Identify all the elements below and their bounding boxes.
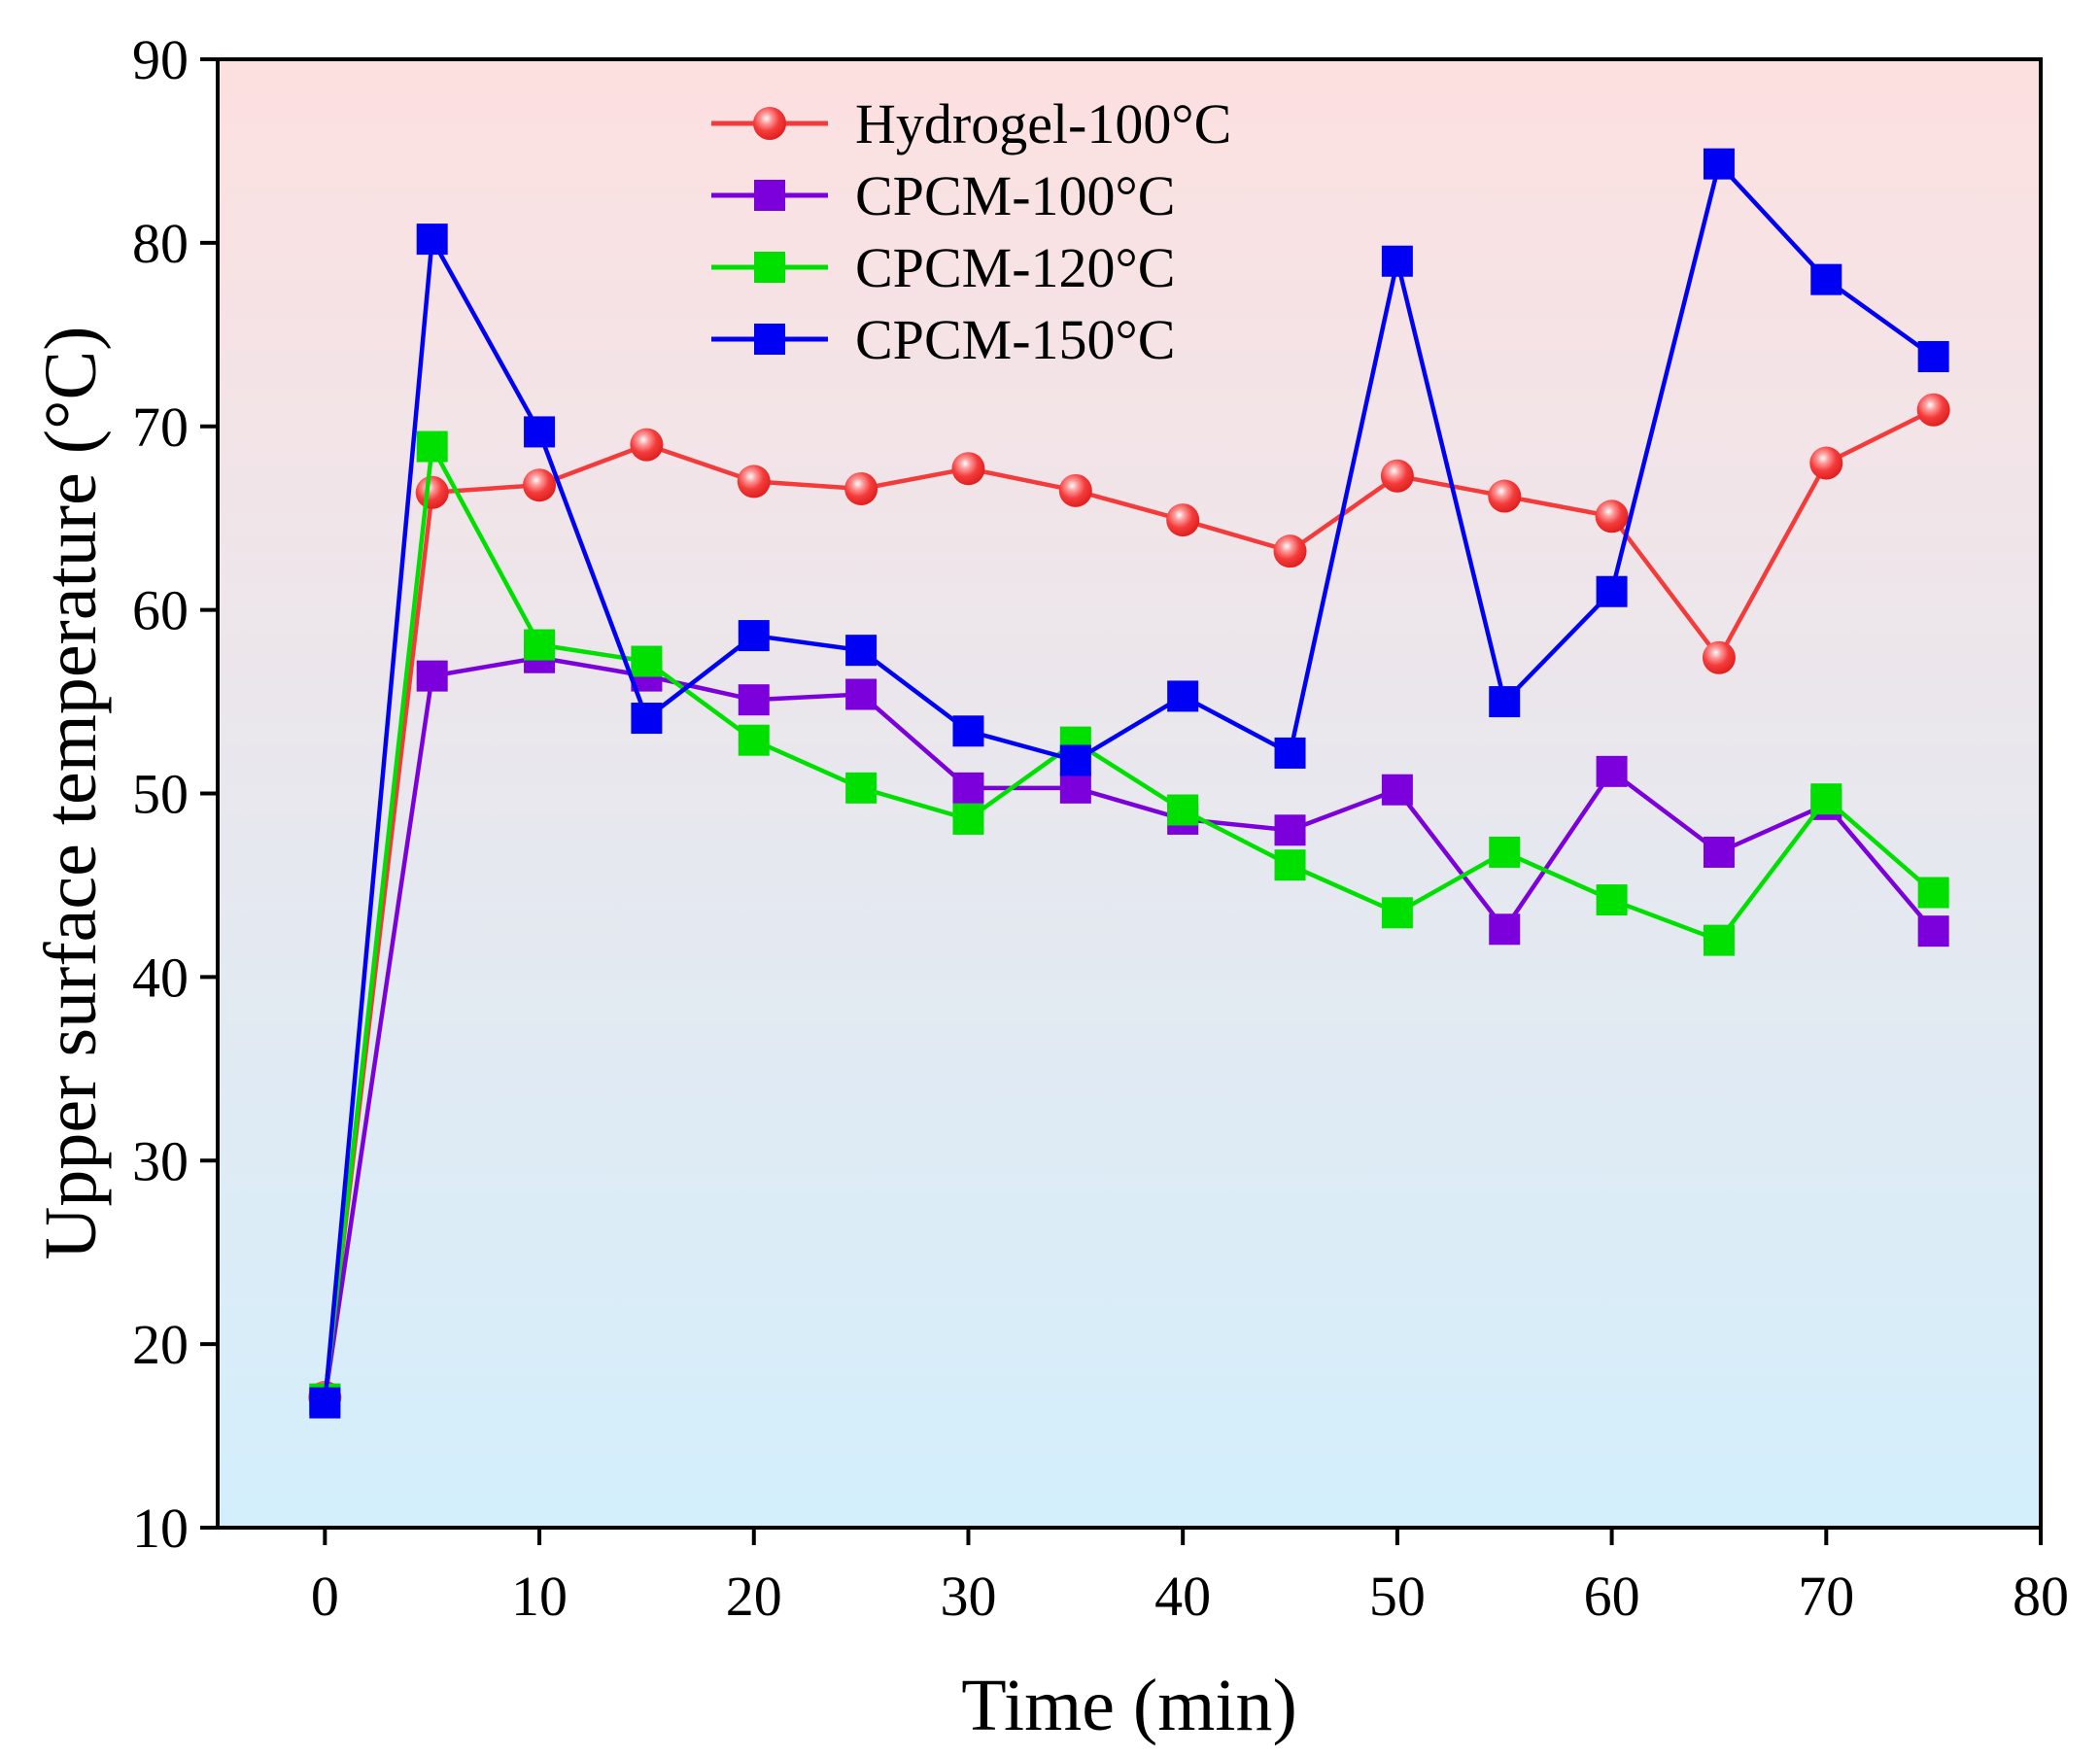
data-point bbox=[1274, 849, 1306, 881]
legend-label: Hydrogel-100°C bbox=[855, 92, 1231, 155]
y-tick-label: 20 bbox=[132, 1313, 189, 1376]
data-point bbox=[1166, 503, 1200, 537]
data-point bbox=[630, 428, 664, 462]
data-point bbox=[1703, 836, 1735, 868]
data-point bbox=[1488, 479, 1522, 513]
legend-item: CPCM-100°C bbox=[711, 164, 1175, 227]
series-line bbox=[323, 655, 1936, 1400]
series-line bbox=[323, 159, 1935, 1403]
y-tick-label: 90 bbox=[132, 28, 189, 91]
legend-marker bbox=[754, 180, 785, 211]
plot-background bbox=[218, 59, 2041, 1528]
data-point bbox=[416, 660, 448, 692]
data-point bbox=[415, 475, 449, 509]
data-point bbox=[1810, 783, 1842, 815]
y-tick-label: 10 bbox=[132, 1497, 189, 1560]
x-tick-label: 30 bbox=[940, 1565, 996, 1628]
data-point bbox=[1167, 680, 1199, 712]
x-axis-label: Time (min) bbox=[961, 1665, 1297, 1746]
data-point bbox=[524, 629, 556, 661]
data-point bbox=[1595, 500, 1629, 534]
data-point bbox=[737, 465, 771, 499]
data-point bbox=[1381, 774, 1413, 806]
data-point bbox=[1489, 836, 1521, 868]
y-tick-label: 40 bbox=[132, 946, 189, 1009]
data-point bbox=[523, 468, 557, 502]
legend-label: CPCM-100°C bbox=[855, 164, 1175, 227]
data-point bbox=[1916, 393, 1950, 427]
data-point bbox=[1274, 814, 1306, 846]
x-tick-label: 70 bbox=[1798, 1565, 1854, 1628]
data-point bbox=[631, 645, 663, 677]
x-tick-label: 50 bbox=[1369, 1565, 1426, 1628]
y-tick-label: 50 bbox=[132, 763, 189, 826]
data-point bbox=[1059, 744, 1091, 776]
x-tick-label: 0 bbox=[311, 1565, 339, 1628]
data-point bbox=[1381, 897, 1413, 929]
series-line bbox=[323, 407, 1935, 1398]
data-point bbox=[952, 772, 984, 804]
legend-item: CPCM-120°C bbox=[711, 236, 1175, 299]
data-point bbox=[1489, 686, 1521, 718]
x-tick-label: 10 bbox=[511, 1565, 568, 1628]
data-point bbox=[1059, 772, 1091, 804]
data-point bbox=[1381, 245, 1413, 277]
x-tick-label: 40 bbox=[1154, 1565, 1211, 1628]
data-point bbox=[1596, 575, 1628, 607]
legend-marker bbox=[753, 107, 786, 140]
x-tick-label: 80 bbox=[2013, 1565, 2069, 1628]
legend-item: CPCM-150°C bbox=[711, 308, 1175, 371]
data-point bbox=[1917, 877, 1949, 909]
data-point bbox=[1489, 913, 1521, 946]
data-point bbox=[416, 431, 448, 463]
x-tick-label: 20 bbox=[726, 1565, 782, 1628]
legend-item: Hydrogel-100°C bbox=[711, 92, 1231, 155]
data-point bbox=[1809, 446, 1843, 480]
data-point bbox=[845, 678, 878, 710]
data-point bbox=[738, 724, 770, 756]
legend-marker bbox=[754, 252, 785, 283]
y-tick-label: 70 bbox=[132, 396, 189, 459]
data-point bbox=[952, 803, 984, 835]
series-3 bbox=[309, 148, 1949, 1419]
data-point bbox=[1167, 794, 1199, 826]
y-tick-label: 60 bbox=[132, 579, 189, 642]
data-point bbox=[845, 635, 878, 667]
legend-label: CPCM-120°C bbox=[855, 236, 1175, 299]
y-axis-label: Upper surface temperature (°C) bbox=[30, 327, 112, 1260]
data-point bbox=[1703, 924, 1735, 956]
data-point bbox=[844, 471, 878, 505]
legend-label: CPCM-150°C bbox=[855, 308, 1175, 371]
data-point bbox=[1917, 915, 1949, 947]
data-point bbox=[416, 224, 448, 256]
data-point bbox=[1917, 340, 1949, 372]
data-point bbox=[738, 684, 770, 716]
data-point bbox=[952, 715, 984, 747]
data-point bbox=[1810, 263, 1842, 295]
data-point bbox=[1274, 737, 1306, 769]
data-point bbox=[631, 703, 663, 735]
legend-marker bbox=[754, 324, 785, 355]
data-point bbox=[309, 1387, 341, 1419]
data-point bbox=[1702, 640, 1736, 674]
series-line bbox=[323, 439, 1936, 1400]
data-point bbox=[738, 620, 770, 652]
x-tick-label: 60 bbox=[1584, 1565, 1640, 1628]
data-point bbox=[1703, 148, 1735, 180]
data-point bbox=[1596, 755, 1628, 787]
data-point bbox=[1058, 473, 1092, 507]
data-point bbox=[1273, 534, 1307, 568]
y-tick-label: 30 bbox=[132, 1129, 189, 1192]
data-point bbox=[1596, 884, 1628, 916]
data-point bbox=[951, 452, 985, 486]
data-point bbox=[845, 772, 878, 804]
data-point bbox=[1380, 459, 1414, 493]
y-tick-label: 80 bbox=[132, 212, 189, 275]
data-point bbox=[524, 416, 556, 448]
